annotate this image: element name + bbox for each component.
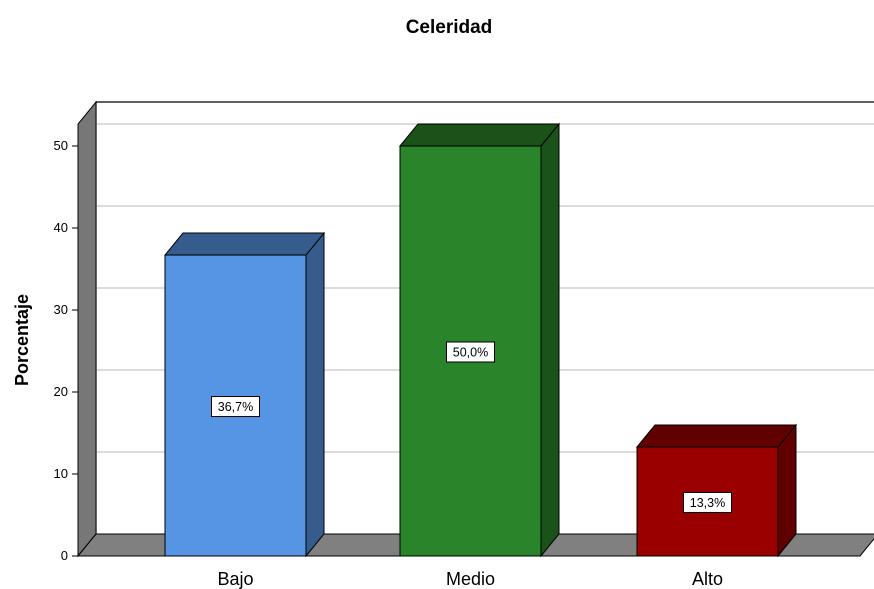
bar-side	[540, 122, 560, 558]
bar-side	[777, 423, 797, 558]
bar-side	[305, 231, 325, 558]
bar-top	[398, 123, 561, 147]
y-axis-label: Porcentaje	[12, 294, 32, 386]
y-tick-label: 40	[54, 220, 68, 235]
data-label-box	[446, 341, 495, 363]
x-tick-label: Alto	[692, 569, 723, 589]
x-tick-label: Bajo	[217, 569, 253, 589]
left-wall	[77, 100, 97, 558]
x-tick-label: Medio	[446, 569, 495, 589]
data-label-box	[683, 491, 732, 513]
data-label: 50,0%	[453, 346, 488, 360]
y-tick-label: 20	[54, 384, 68, 399]
y-tick-label: 30	[54, 302, 68, 317]
plot-area: 0 10 20 30 40 50 36,7% Bajo 50,0% Medio 13,3% Alto	[54, 100, 874, 589]
data-label: 36,7%	[218, 400, 253, 414]
y-tick-label: 10	[54, 466, 68, 481]
data-label-box	[211, 396, 260, 418]
chart-title: Celeridad	[406, 17, 493, 38]
y-tick-label: 0	[61, 548, 68, 563]
bar-top	[635, 424, 798, 448]
data-label: 13,3%	[690, 496, 725, 510]
y-tick-label: 50	[54, 138, 68, 153]
bar-top	[163, 232, 326, 256]
